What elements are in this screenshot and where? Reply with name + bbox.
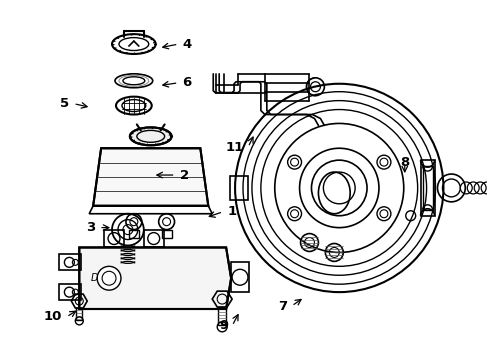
Bar: [143, 230, 163, 247]
Polygon shape: [79, 247, 231, 309]
Text: 2: 2: [179, 168, 188, 181]
Bar: [162, 230, 171, 238]
Circle shape: [97, 266, 121, 290]
Text: 3: 3: [86, 221, 95, 234]
Bar: [231, 262, 248, 292]
Bar: [230, 176, 247, 200]
Polygon shape: [93, 148, 208, 206]
Text: 9: 9: [219, 319, 228, 332]
Bar: [60, 284, 81, 300]
Text: 4: 4: [182, 37, 191, 50]
Text: 6: 6: [182, 76, 191, 89]
Text: 1: 1: [226, 205, 236, 218]
Text: 5: 5: [60, 97, 69, 110]
Text: 8: 8: [399, 156, 408, 168]
Bar: [76, 308, 82, 320]
Bar: [60, 255, 81, 270]
Text: 11: 11: [225, 141, 244, 154]
Ellipse shape: [130, 127, 171, 145]
Text: 7: 7: [278, 300, 287, 312]
Bar: [129, 230, 139, 238]
Text: D: D: [90, 273, 98, 283]
Bar: [218, 307, 225, 325]
Bar: [104, 230, 123, 247]
Text: 10: 10: [44, 310, 62, 323]
